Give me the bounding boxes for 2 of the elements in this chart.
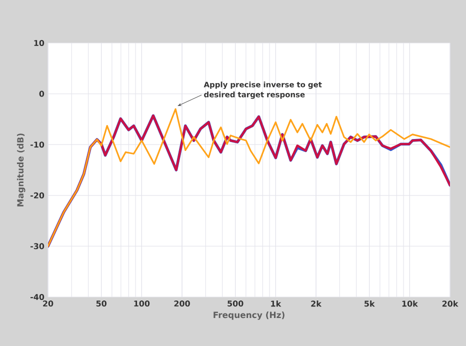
y-axis-title: Magnitude (dB) [16,134,26,206]
x-axis-title: Frequency (Hz) [214,312,284,320]
